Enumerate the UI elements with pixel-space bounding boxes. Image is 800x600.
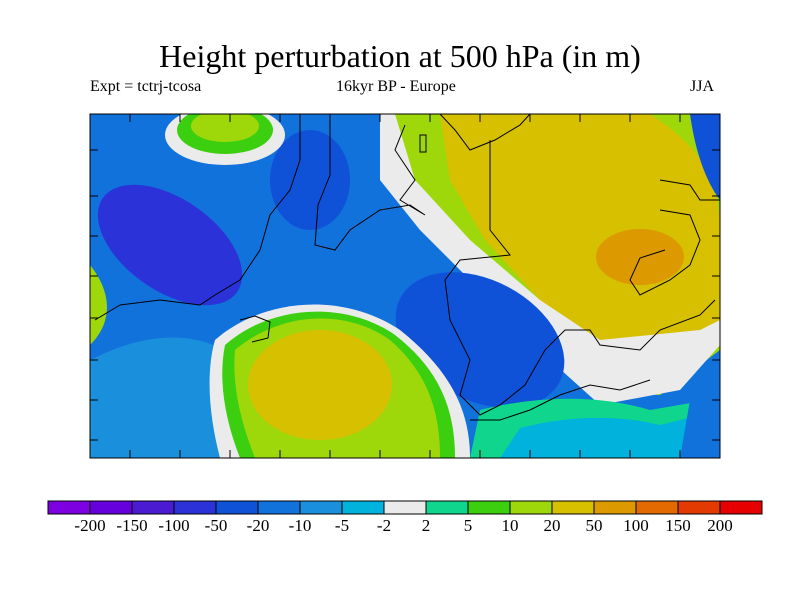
colorbar-label: 2	[421, 516, 431, 535]
colorbar-box	[89, 500, 133, 515]
colorbar-box	[131, 500, 175, 515]
colorbar-label: -5	[334, 516, 350, 535]
colorbar-label: -20	[246, 516, 270, 535]
colorbar-label: 200	[707, 516, 733, 535]
colorbar-label: 10	[501, 516, 519, 535]
colorbar-label: -2	[376, 516, 392, 535]
colorbar-label: 150	[665, 516, 691, 535]
colorbar-box	[47, 500, 91, 515]
colorbar-box	[677, 500, 721, 515]
colorbar-box	[719, 500, 763, 515]
colorbar-box	[383, 500, 427, 515]
colorbar-box	[467, 500, 511, 515]
colorbar-box	[341, 500, 385, 515]
colorbar-label: -100	[158, 516, 190, 535]
map-title: Height perturbation at 500 hPa (in m)	[159, 38, 641, 74]
colorbar-boxes	[47, 500, 763, 515]
colorbar-label: 100	[623, 516, 649, 535]
colorbar-label: -50	[204, 516, 228, 535]
colorbar-box	[551, 500, 595, 515]
colorbar-label: -200	[74, 516, 106, 535]
experiment-label: Expt = tctrj-tcosa	[90, 78, 202, 95]
colorbar-box	[593, 500, 637, 515]
colorbar-label: 5	[463, 516, 473, 535]
frame-ticks	[90, 114, 720, 458]
colorbar-label: -150	[116, 516, 148, 535]
colorbar-box	[425, 500, 469, 515]
colorbar-label: 50	[585, 516, 603, 535]
season-label: JJA	[690, 78, 715, 95]
colorbar-box	[635, 500, 679, 515]
colorbar-box	[215, 500, 259, 515]
colorbar-box	[257, 500, 301, 515]
map-frame	[89, 113, 721, 459]
colorbar-box	[299, 500, 343, 515]
colorbar-box	[173, 500, 217, 515]
contour-fill-field	[90, 114, 720, 458]
colorbar-label: 20	[543, 516, 561, 535]
colorbar-box	[509, 500, 553, 515]
colorbar-label: -10	[288, 516, 312, 535]
period-region-label: 16kyr BP - Europe	[336, 78, 456, 95]
coastlines	[94, 114, 720, 421]
